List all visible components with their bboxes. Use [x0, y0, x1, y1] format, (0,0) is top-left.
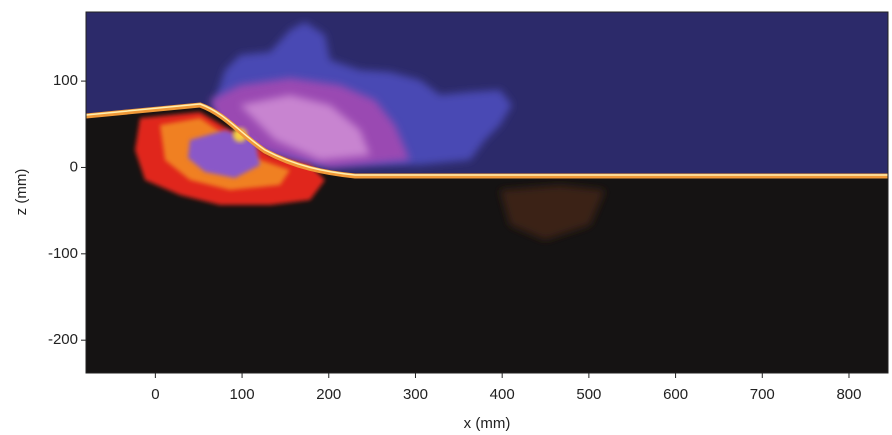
x-tick-label: 500 [576, 386, 601, 403]
y-tick-label: -200 [48, 331, 78, 348]
image-field [86, 12, 888, 373]
y-tick-label: 0 [70, 158, 78, 175]
x-tick-label: 300 [403, 386, 428, 403]
chart: x (mm) z (mm) 0 100 200 300 400 500 600 700 800 -… [0, 0, 892, 435]
y-tick-label: -100 [48, 245, 78, 262]
x-tick-label: 700 [750, 386, 775, 403]
x-tick-label: 400 [490, 386, 515, 403]
x-tick-label: 200 [316, 386, 341, 403]
x-axis-label: x (mm) [464, 415, 511, 432]
y-axis-label: z (mm) [13, 169, 30, 216]
y-tick-label: 100 [53, 72, 78, 89]
x-tick-label: 600 [663, 386, 688, 403]
x-tick-label: 800 [836, 386, 861, 403]
x-tick-label: 0 [151, 386, 159, 403]
x-tick-label: 100 [230, 386, 255, 403]
